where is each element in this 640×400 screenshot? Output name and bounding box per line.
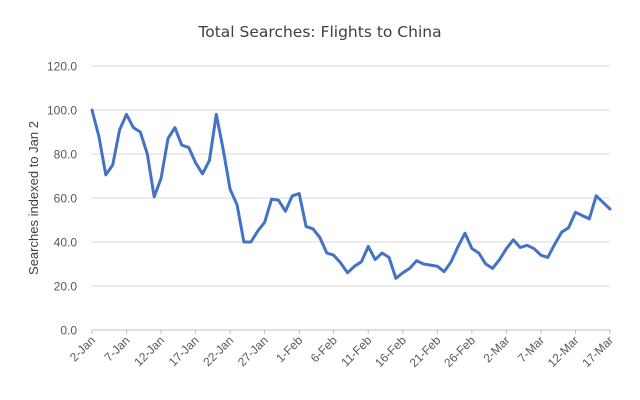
- x-tick-label: 17-Jan: [166, 333, 202, 369]
- series-layer: [90, 108, 612, 280]
- x-tick-label: 12-Jan: [131, 333, 167, 369]
- series-line-total-searches: [90, 108, 612, 280]
- y-tick-label: 60.0: [54, 192, 78, 206]
- x-tick-label: 7-Mar: [515, 333, 547, 365]
- x-tick-label: 22-Jan: [200, 333, 236, 369]
- x-tick-label: 16-Feb: [372, 333, 409, 370]
- y-tick-label: 80.0: [54, 148, 78, 162]
- chart-title: Total Searches: Flights to China: [198, 23, 442, 41]
- x-tick-label: 2-Jan: [67, 333, 98, 364]
- x-tick-label: 21-Feb: [407, 333, 444, 370]
- y-tick-label: 20.0: [54, 280, 78, 294]
- y-axis-label: Searches indexed to Jan 2: [26, 121, 41, 275]
- x-tick-label: 2-Mar: [480, 333, 512, 365]
- gridlines: [92, 65, 610, 287]
- x-tick-label: 12-Mar: [545, 333, 582, 370]
- y-tick-label: 100.0: [47, 104, 77, 118]
- x-tick-label: 11-Feb: [338, 333, 374, 369]
- x-tick-label: 26-Feb: [441, 333, 478, 370]
- y-tick-label: 120.0: [47, 60, 77, 74]
- x-tick-label: 7-Jan: [102, 333, 133, 364]
- y-tick-label: 0.0: [60, 324, 77, 338]
- x-tick-label: 6-Feb: [308, 333, 340, 365]
- x-tick-label: 27-Jan: [235, 333, 271, 369]
- x-tick-label: 17-Mar: [579, 333, 616, 370]
- y-axis-ticks: 0.0 20.0 40.0 60.0 80.0 100.0 120.0: [47, 60, 77, 338]
- x-tick-label: 1-Feb: [273, 333, 305, 365]
- y-tick-label: 40.0: [54, 236, 78, 250]
